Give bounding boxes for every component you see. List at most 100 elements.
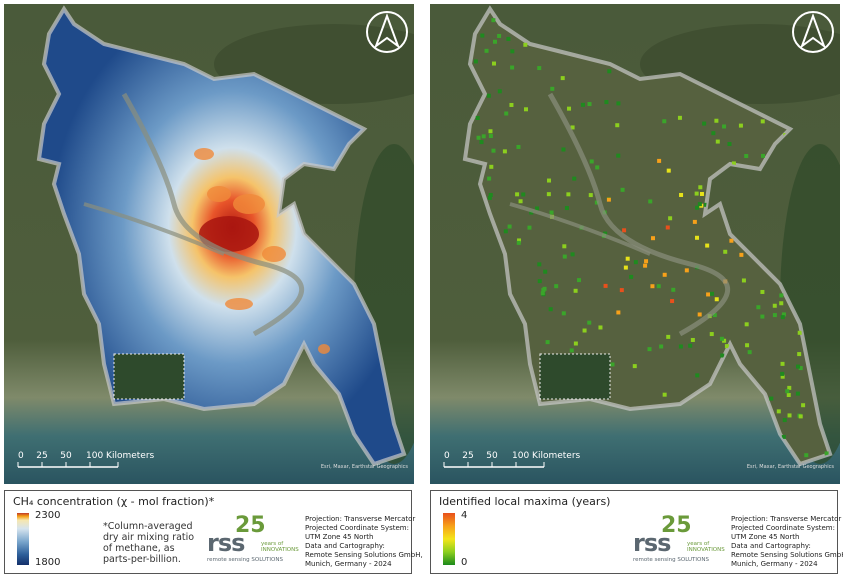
logo-company: remote sensing SOLUTIONS [633, 557, 709, 563]
maximum-dot [697, 312, 702, 317]
credit-line: Remote Sensing Solutions GmbH, [305, 551, 423, 559]
maximum-dot [666, 168, 671, 173]
maximum-dot [785, 389, 790, 394]
color-ramp [443, 513, 455, 565]
logo-anniversary: 25 [661, 513, 692, 538]
maximum-dot [747, 350, 752, 355]
maximum-dot [537, 66, 542, 71]
credit-line: Munich, Germany - 2024 [731, 560, 818, 568]
maximum-dot [633, 260, 638, 265]
country-area [462, 5, 833, 467]
maximum-dot [779, 293, 784, 298]
maximum-dot [489, 164, 494, 169]
maximum-dot [787, 385, 792, 390]
scale-label: 50 [486, 451, 498, 461]
maximum-dot [677, 115, 682, 120]
maximum-dot [710, 291, 715, 296]
maximum-dot [610, 362, 615, 367]
maximum-dot [712, 313, 717, 318]
maximum-dot [588, 193, 593, 198]
hotspot [225, 298, 253, 310]
maximum-dot [702, 121, 707, 126]
river [509, 202, 651, 256]
maximum-dot [744, 154, 749, 159]
maximum-dot [671, 287, 676, 292]
maximum-dot [781, 312, 786, 317]
maximum-dot [510, 49, 515, 54]
maximum-dot [515, 192, 520, 197]
scale-label: 50 [60, 451, 72, 461]
maximum-dot [648, 199, 653, 204]
credits: Projection: Transverse Mercator Projecte… [305, 515, 423, 569]
maximum-dot [738, 123, 743, 128]
maximum-dot [787, 413, 792, 418]
maximum-dot [616, 310, 621, 315]
sundarbans [539, 353, 611, 400]
maximum-dot [699, 191, 704, 196]
maximum-dot [760, 119, 765, 124]
maximum-dot [670, 299, 675, 304]
scale-label: 100 Kilometers [512, 451, 581, 461]
maximum-dot [509, 102, 514, 107]
maximum-dot [582, 328, 587, 333]
maximum-dot [760, 314, 765, 319]
maximum-dot [488, 192, 493, 197]
credit-line: Projected Coordinate System: [305, 524, 409, 532]
logo-tagline: years of INNOVATIONS [261, 541, 299, 553]
logo-company: remote sensing SOLUTIONS [207, 557, 283, 563]
legend-title: Identified local maxima (years) [439, 495, 611, 508]
maximum-dot [619, 288, 624, 293]
maximum-dot [714, 297, 719, 302]
maximum-dot [779, 301, 784, 306]
hotspot [207, 186, 231, 202]
maximum-dot [560, 76, 565, 81]
maximum-dot [550, 86, 555, 91]
maximum-dot [719, 336, 724, 341]
maximum-dot [772, 303, 777, 308]
maximum-dot [720, 353, 725, 358]
maximum-dot [587, 102, 592, 107]
credit-line: Remote Sensing Solutions GmbH, [731, 551, 843, 559]
maximum-dot [731, 161, 736, 166]
maximum-dot [573, 288, 578, 293]
logo: 25 rss years of INNOVATIONS remote sensi… [631, 513, 725, 569]
north-arrow [373, 13, 401, 49]
maximum-dot [529, 210, 534, 215]
maximum-dot [801, 403, 806, 408]
maximum-dot [780, 315, 785, 320]
maxima-map: 0 25 50 100 Kilometers Esri, Maxar, Earthsta… [430, 4, 840, 484]
maximum-dot [745, 343, 750, 348]
maximum-dot [722, 124, 727, 129]
maximum-dot [497, 33, 502, 38]
maximum-dot [561, 311, 566, 316]
maximum-dot [491, 148, 496, 153]
maximum-dot [643, 263, 648, 268]
maximum-dot [704, 202, 709, 207]
maximum-dot [795, 391, 800, 396]
maximum-dot [484, 48, 489, 53]
maximum-dot [722, 338, 727, 343]
maximum-dot [547, 178, 552, 183]
maximum-dot [776, 409, 781, 414]
hotspot [233, 194, 265, 214]
maximum-dot [567, 106, 572, 111]
maximum-dot [561, 147, 566, 152]
maximum-dot [517, 238, 522, 243]
maximum-dot [744, 322, 749, 327]
maximum-dot [760, 289, 765, 294]
maximum-dot [491, 18, 496, 23]
methane-map: 0 25 50 100 Kilometers Esri, Maxar, Earthsta… [4, 4, 414, 484]
maximum-dot [587, 320, 592, 325]
maximum-dot [622, 228, 627, 233]
maximum-dot [695, 205, 700, 210]
maximum-dot [589, 159, 594, 164]
maximum-dot [723, 249, 728, 254]
maximum-dot [651, 236, 656, 241]
maximum-dot [562, 254, 567, 259]
maximum-dot [604, 100, 609, 105]
maximum-dot [697, 202, 702, 207]
maximum-dot [572, 176, 577, 181]
maximum-dot [620, 187, 625, 192]
maximum-dot [709, 332, 714, 337]
